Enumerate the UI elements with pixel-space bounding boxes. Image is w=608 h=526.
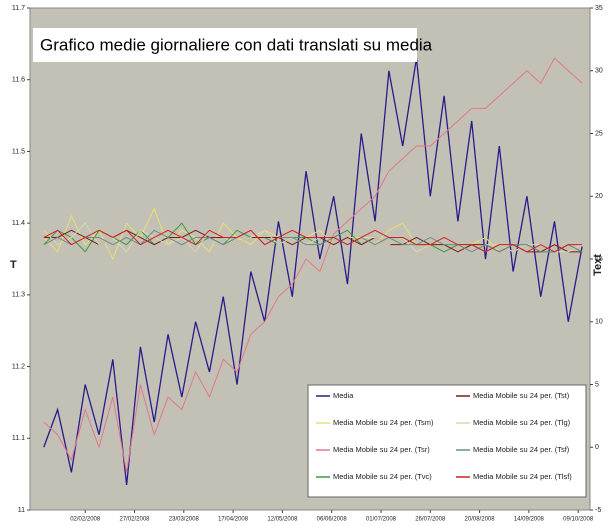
x-tick-label: 06/06/2008 xyxy=(317,517,348,523)
x-tick-label: 27/02/2008 xyxy=(119,517,150,523)
y-tick-label: 11.7 xyxy=(12,5,25,12)
series-line xyxy=(43,58,583,485)
legend-label: Media xyxy=(333,391,354,400)
y2-tick-label: -5 xyxy=(595,507,601,514)
y-axis-label: T xyxy=(10,259,17,271)
y-tick-label: 11.6 xyxy=(12,77,25,84)
y-tick-label: 11.4 xyxy=(12,220,25,227)
y2-tick-label: 30 xyxy=(595,68,603,75)
x-tick-label: 09/10/2008 xyxy=(563,517,594,523)
legend-label: Media Mobile su 24 per. (Tsr) xyxy=(333,445,430,454)
x-tick-label: 20/08/2008 xyxy=(465,517,496,523)
x-tick-label: 12/05/2008 xyxy=(267,517,298,523)
lines xyxy=(43,57,583,485)
y-tick-label: 11.5 xyxy=(12,148,25,155)
legend xyxy=(307,384,587,498)
y2-tick-label: 10 xyxy=(595,319,603,326)
legend-label: Media Mobile su 24 per. (Tvc) xyxy=(333,472,432,481)
y-tick-label: 11.1 xyxy=(12,435,25,442)
x-tick-label: 01/07/2008 xyxy=(366,517,397,523)
y2-tick-label: 25 xyxy=(595,130,603,137)
y2-tick-label: 20 xyxy=(595,193,603,200)
y-tick-label: 11.3 xyxy=(12,292,25,299)
x-tick-label: 14/09/2008 xyxy=(514,517,545,523)
legend-label: Media Mobile su 24 per. (Tlg) xyxy=(473,418,571,427)
y2-tick-label: 15 xyxy=(595,256,603,263)
legend-label: Media Mobile su 24 per. (Tlsf) xyxy=(473,472,572,481)
y2-tick-label: 35 xyxy=(595,5,603,12)
x-tick-label: 17/04/2008 xyxy=(218,517,249,523)
y2-tick-label: 0 xyxy=(595,444,599,451)
x-tick-label: 02/02/2008 xyxy=(70,517,101,523)
series-line xyxy=(43,229,583,253)
legend-label: Media Mobile su 24 per. (Tst) xyxy=(473,391,570,400)
x-tick-label: 26/07/2008 xyxy=(415,517,446,523)
x-tick-label: 23/03/2008 xyxy=(169,517,200,523)
legend-label: Media Mobile su 24 per. (Tsf) xyxy=(473,445,570,454)
y-tick-label: 11 xyxy=(18,507,25,514)
title-box xyxy=(33,28,417,62)
y-tick-label: 11.2 xyxy=(12,363,25,370)
chart-title: Grafico medie giornaliere con dati trans… xyxy=(40,35,433,54)
series-line xyxy=(43,57,583,473)
y2-tick-label: 5 xyxy=(595,381,599,388)
y2-axis-label: Text xyxy=(592,254,604,276)
legend-label: Media Mobile su 24 per. (Tsm) xyxy=(333,418,434,427)
